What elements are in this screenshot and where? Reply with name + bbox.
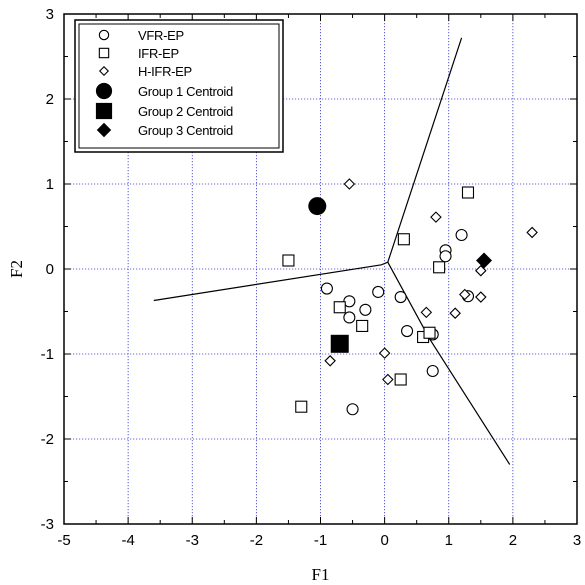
y-axis-label: F2 — [7, 260, 26, 278]
ifr-ep-point — [295, 400, 308, 413]
h-ifr-ep-point — [430, 211, 442, 223]
legend-label-vfr-ep: VFR-EP — [138, 28, 184, 43]
y-tick-label: -1 — [41, 346, 54, 363]
h-ifr-ep-point — [475, 291, 487, 303]
ifr-ep-point — [282, 254, 295, 267]
x-tick-label: 3 — [573, 532, 581, 549]
ifr-ep-point — [333, 301, 346, 314]
group-2-centroid-point — [330, 334, 349, 353]
y-tick-label: 2 — [46, 91, 54, 108]
ifr-ep-point — [394, 373, 407, 386]
x-tick-label: 2 — [509, 532, 517, 549]
legend-marker-h-ifr-ep — [98, 65, 110, 77]
data-points — [282, 178, 538, 416]
h-ifr-ep-point — [459, 288, 471, 301]
x-tick-label: -4 — [121, 532, 134, 549]
axis-ticks: -5 -4 -3 -2 -1 0 1 2 3 -3 -2 -1 0 1 2 3 — [41, 6, 582, 549]
h-ifr-ep-point — [378, 347, 391, 359]
y-tick-label: 3 — [46, 6, 54, 23]
legend-label-group-1-centroid: Group 1 Centroid — [138, 84, 233, 99]
vfr-ep-point — [343, 311, 356, 324]
legend-marker-group-3-centroid — [96, 122, 112, 138]
vfr-ep-point — [359, 303, 372, 316]
vfr-ep-point — [346, 403, 359, 416]
ifr-ep-point — [433, 261, 446, 274]
legend-label-group-3-centroid: Group 3 Centroid — [138, 123, 233, 138]
legend-marker-group-2-centroid — [95, 102, 113, 120]
vfr-ep-point — [394, 290, 407, 304]
y-tick-label: -2 — [41, 431, 54, 448]
x-tick-label: -3 — [186, 532, 199, 549]
vfr-ep-point — [372, 285, 385, 299]
legend-label-ifr-ep: IFR-EP — [138, 46, 179, 61]
h-ifr-ep-point — [475, 264, 487, 277]
h-ifr-ep-point — [382, 373, 394, 386]
x-tick-label: -5 — [57, 532, 70, 549]
group-3-centroid-point — [476, 252, 493, 269]
ifr-ep-point — [397, 233, 410, 246]
h-ifr-ep-point — [420, 306, 433, 319]
ifr-ep-point — [461, 186, 475, 199]
boundary-line — [387, 37, 463, 263]
ifr-ep-point — [423, 326, 436, 339]
h-ifr-ep-point — [449, 307, 461, 319]
h-ifr-ep-point — [343, 178, 356, 190]
ifr-ep-point — [356, 319, 369, 333]
x-tick-label: -2 — [250, 532, 263, 549]
vfr-ep-point — [455, 228, 468, 242]
legend-marker-ifr-ep — [98, 47, 110, 59]
legend-label-h-ifr-ep: H-IFR-EP — [138, 64, 192, 79]
legend-marker-vfr-ep — [98, 29, 110, 41]
h-ifr-ep-point — [526, 226, 538, 239]
group-1-centroid-point — [308, 197, 327, 216]
y-tick-label: 1 — [46, 176, 54, 193]
x-tick-label: -1 — [314, 532, 327, 549]
y-tick-label: 0 — [46, 261, 54, 278]
legend-label-group-2-centroid: Group 2 Centroid — [138, 104, 233, 119]
x-axis-label: F1 — [312, 565, 330, 584]
legend-marker-group-1-centroid — [95, 82, 113, 100]
legend-inner-box — [78, 23, 280, 149]
h-ifr-ep-point — [324, 355, 336, 367]
legend: VFR-EP IFR-EP H-IFR-EP Group 1 Centroid Grou… — [74, 19, 284, 153]
vfr-ep-point — [401, 324, 414, 338]
x-tick-label: 0 — [380, 532, 388, 549]
vfr-ep-point — [320, 282, 333, 295]
vfr-ep-point — [439, 250, 452, 263]
vfr-ep-point — [426, 364, 439, 378]
x-tick-label: 1 — [445, 532, 453, 549]
y-tick-label: -3 — [41, 516, 54, 533]
boundary-line — [153, 261, 389, 302]
